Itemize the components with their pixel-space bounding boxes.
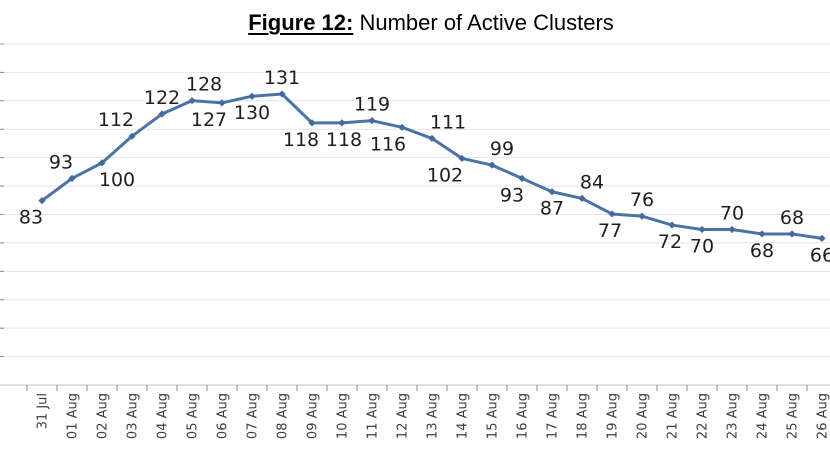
- data-point-label: 70: [720, 203, 744, 225]
- x-tick-label: 15 Aug: [486, 393, 501, 439]
- data-point-marker: [368, 117, 376, 125]
- data-point-label: 118: [283, 129, 319, 151]
- data-point-marker: [608, 210, 616, 218]
- x-tick-label: 03 Aug: [126, 393, 141, 439]
- x-tick-label: 14 Aug: [456, 393, 471, 439]
- data-point-label: 68: [750, 240, 774, 262]
- data-point-marker: [68, 174, 76, 183]
- data-point-label: 68: [780, 207, 804, 229]
- x-tick-label: 24 Aug: [756, 393, 771, 439]
- data-point-marker: [818, 234, 826, 242]
- data-point-marker: [398, 123, 406, 131]
- data-point-marker: [638, 212, 646, 220]
- data-point-label: 84: [580, 171, 604, 193]
- data-point-marker: [218, 99, 226, 107]
- data-point-marker: [728, 225, 736, 234]
- chart-title: Figure 12: Number of Active Clusters: [16, 10, 830, 36]
- x-tick-label: 05 Aug: [186, 393, 201, 439]
- x-tick-label: 17 Aug: [546, 393, 561, 439]
- x-tick-label: 02 Aug: [96, 393, 111, 439]
- x-tick-label: 09 Aug: [306, 393, 321, 439]
- x-tick-label: 04 Aug: [156, 393, 171, 439]
- data-point-label: 118: [326, 129, 362, 151]
- data-point-marker: [338, 119, 346, 127]
- x-tick-label: 26 Aug: [816, 393, 830, 439]
- x-tick-label: 23 Aug: [726, 393, 741, 439]
- data-point-label: 93: [500, 184, 524, 206]
- data-point-label: 102: [427, 164, 463, 186]
- x-tick-label: 13 Aug: [426, 393, 441, 439]
- data-point-marker: [698, 225, 706, 234]
- x-tick-label: 10 Aug: [336, 393, 351, 439]
- data-point-label: 87: [540, 198, 564, 220]
- data-point-label: 77: [598, 220, 622, 242]
- data-point-label: 116: [370, 133, 406, 155]
- x-tick-label: 25 Aug: [786, 393, 801, 439]
- data-point-marker: [548, 188, 556, 196]
- x-tick-label: 31 Jul: [36, 393, 51, 429]
- data-point-marker: [308, 119, 316, 127]
- x-tick-label: 21 Aug: [666, 393, 681, 439]
- data-point-marker: [488, 161, 496, 169]
- data-point-marker: [98, 159, 106, 167]
- data-point-marker: [458, 154, 466, 163]
- x-tick-label: 06 Aug: [216, 393, 231, 439]
- data-point-label: 119: [354, 94, 390, 116]
- data-point-marker: [278, 90, 286, 98]
- data-point-label: 127: [191, 109, 227, 131]
- data-point-marker: [788, 230, 796, 238]
- x-tick-label: 01 Aug: [66, 393, 81, 439]
- data-point-label: 111: [430, 111, 466, 133]
- data-point-marker: [158, 110, 166, 118]
- chart-title-text: Number of Active Clusters: [353, 10, 614, 35]
- data-point-label: 112: [98, 109, 134, 131]
- data-point-label: 66: [810, 244, 830, 266]
- chart-title-prefix: Figure 12:: [248, 10, 354, 35]
- data-point-marker: [128, 132, 136, 140]
- data-point-label: 93: [49, 151, 73, 173]
- x-tick-label: 20 Aug: [636, 393, 651, 439]
- x-tick-label: 08 Aug: [276, 393, 291, 439]
- data-point-label: 128: [186, 74, 222, 96]
- data-point-marker: [428, 134, 436, 143]
- data-point-label: 72: [658, 231, 682, 253]
- x-tick-label: 19 Aug: [606, 393, 621, 439]
- data-point-label: 99: [490, 138, 514, 160]
- data-point-label: 130: [234, 102, 270, 124]
- data-point-marker: [518, 174, 526, 183]
- data-point-marker: [38, 197, 46, 205]
- data-point-label: 70: [690, 236, 714, 258]
- x-tick-label: 12 Aug: [396, 393, 411, 439]
- x-tick-label: 11 Aug: [366, 393, 381, 439]
- data-point-marker: [578, 194, 586, 203]
- data-point-label: 83: [19, 207, 43, 229]
- data-point-marker: [758, 230, 766, 238]
- data-point-marker: [188, 97, 196, 105]
- x-tick-label: 18 Aug: [576, 393, 591, 439]
- data-point-marker: [668, 221, 676, 229]
- data-point-label: 131: [264, 67, 300, 89]
- data-point-marker: [248, 92, 256, 100]
- data-point-label: 122: [144, 87, 180, 109]
- x-tick-label: 16 Aug: [516, 393, 531, 439]
- x-tick-label: 22 Aug: [696, 393, 711, 439]
- data-point-label: 100: [99, 169, 135, 191]
- x-tick-label: 07 Aug: [246, 393, 261, 439]
- data-point-label: 76: [630, 189, 654, 211]
